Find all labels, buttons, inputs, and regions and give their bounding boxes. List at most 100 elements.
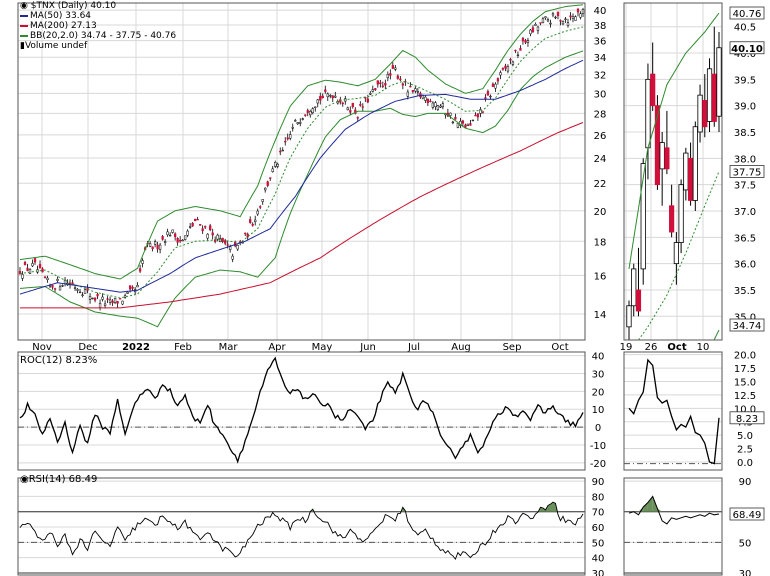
price-candle-body bbox=[509, 59, 512, 61]
price-candle-body bbox=[261, 199, 264, 202]
price-candle-body bbox=[101, 296, 104, 300]
price-candle-body bbox=[489, 95, 492, 98]
rsi-zoom-y-tick-label: 50 bbox=[739, 538, 752, 549]
price-candle-body bbox=[23, 262, 27, 265]
price-candle-body bbox=[53, 288, 57, 290]
price-candle-body bbox=[544, 16, 547, 19]
price-candle-body bbox=[83, 289, 87, 294]
zoom-x-label: Oct bbox=[667, 342, 686, 353]
price-candle-body bbox=[183, 235, 187, 240]
price-y-tick-label: 14 bbox=[594, 310, 607, 321]
price-candle-body bbox=[123, 295, 127, 298]
price-candle-body bbox=[541, 18, 545, 23]
roc-zoom-y-tick-label: 10.0 bbox=[734, 404, 756, 415]
roc-zoom-y-tick-label: 20.0 bbox=[734, 351, 756, 362]
price-candle-body bbox=[581, 9, 585, 14]
price-candle-body bbox=[346, 107, 349, 110]
price-candle-body bbox=[166, 231, 169, 236]
rsi-zoom-panel: 3050709068.49 bbox=[623, 477, 765, 576]
price-candle-body bbox=[531, 27, 535, 33]
rsi-legend: ◉RSI(14) 68.49 bbox=[20, 475, 97, 485]
price-candle-body bbox=[529, 29, 532, 35]
price-candle-body bbox=[21, 274, 24, 279]
price-candle-body bbox=[103, 303, 107, 306]
price-candle-body bbox=[574, 16, 577, 21]
price-candle-body bbox=[401, 83, 404, 86]
price-candle-body bbox=[294, 120, 297, 122]
price-candle-body bbox=[551, 13, 555, 16]
rsi-zoom-y-tick-label: 30 bbox=[739, 569, 752, 576]
rsi-last-value-box bbox=[729, 507, 765, 521]
rsi-zoom-overbought-fill bbox=[643, 502, 648, 512]
price-candle-body bbox=[58, 286, 62, 291]
price-candle-body bbox=[96, 293, 99, 297]
price-candle-body bbox=[399, 78, 402, 81]
rsi-zoom-overbought-fill bbox=[647, 496, 653, 512]
price-legend: ◉ $TNX (Daily) 40.10 MA(50) 33.64 MA(200… bbox=[20, 1, 176, 51]
price-candle-body bbox=[201, 228, 204, 232]
zoom-y-tick-label: 35.0 bbox=[734, 312, 756, 323]
price-y-tick-label: 28 bbox=[594, 109, 607, 120]
rsi-logo-icon: ◉ bbox=[20, 474, 29, 485]
price-panel-frame bbox=[17, 2, 586, 341]
price-candle-body bbox=[564, 18, 567, 20]
price-candle-body bbox=[466, 123, 470, 126]
rsi-y-tick-label: 60 bbox=[592, 523, 605, 534]
zoom-candle-body bbox=[687, 157, 694, 201]
price-y-tick-label: 20 bbox=[594, 207, 607, 218]
rsi-overbought-fill bbox=[547, 504, 551, 512]
price-candle-body bbox=[191, 222, 194, 227]
price-candle-body bbox=[476, 113, 480, 118]
price-candle-body bbox=[156, 244, 159, 250]
price-candle-body bbox=[279, 150, 282, 153]
price-y-tick-label: 32 bbox=[594, 71, 607, 82]
price-candle-body bbox=[244, 232, 247, 235]
zoom-candle-body bbox=[692, 126, 698, 201]
price-candle-body bbox=[78, 291, 82, 294]
price-x-month-label: Jul bbox=[407, 342, 420, 353]
zoom-candle-body bbox=[626, 305, 632, 328]
price-candle-body bbox=[291, 127, 294, 129]
price-candle-body bbox=[546, 19, 550, 22]
price-candle-body bbox=[479, 109, 482, 114]
price-candle-body bbox=[206, 233, 209, 239]
rsi-overbought-fill bbox=[405, 510, 408, 512]
price-candle-body bbox=[141, 260, 144, 264]
price-candle-body bbox=[456, 123, 460, 128]
price-candle-body bbox=[106, 298, 109, 300]
roc-legend-text: ROC(12) 8.23% bbox=[20, 355, 98, 366]
price-candle-body bbox=[349, 110, 352, 113]
price-candle-body bbox=[276, 163, 279, 167]
zoom-y-tick-label: 40.5 bbox=[734, 23, 756, 34]
price-candle-body bbox=[274, 162, 277, 167]
roc-y-tick-label: 0 bbox=[595, 423, 601, 434]
price-candle-body bbox=[116, 301, 119, 304]
roc-zoom-y-tick-label: 15.0 bbox=[734, 378, 756, 389]
price-candle-body bbox=[41, 268, 44, 273]
price-candle-body bbox=[126, 291, 129, 294]
price-candle-body bbox=[406, 91, 409, 97]
price-candle-body bbox=[436, 105, 440, 110]
price-candle-body bbox=[249, 219, 252, 223]
price-candle-body bbox=[91, 297, 94, 300]
price-candle-body bbox=[451, 121, 455, 124]
roc-zoom-y-tick-label: 5.0 bbox=[737, 431, 753, 442]
price-candle-body bbox=[441, 103, 445, 108]
price-candle-body bbox=[256, 210, 259, 215]
price-candle-body bbox=[409, 85, 412, 88]
roc-panel-frame bbox=[17, 351, 586, 471]
price-candle-body bbox=[81, 294, 84, 296]
roc-last-value-box bbox=[729, 411, 765, 425]
price-candle-body bbox=[439, 105, 442, 108]
bb-mid-value-label-box bbox=[729, 165, 765, 178]
price-candle-body bbox=[173, 233, 177, 238]
price-candle-body bbox=[304, 114, 307, 116]
price-candle-body bbox=[18, 270, 22, 275]
price-candle-body bbox=[379, 82, 382, 84]
price-candle-body bbox=[434, 102, 437, 107]
price-candle-body bbox=[376, 80, 379, 85]
price-candle-body bbox=[556, 11, 560, 17]
price-candle-body bbox=[136, 285, 139, 288]
price-candle-body bbox=[381, 85, 384, 87]
